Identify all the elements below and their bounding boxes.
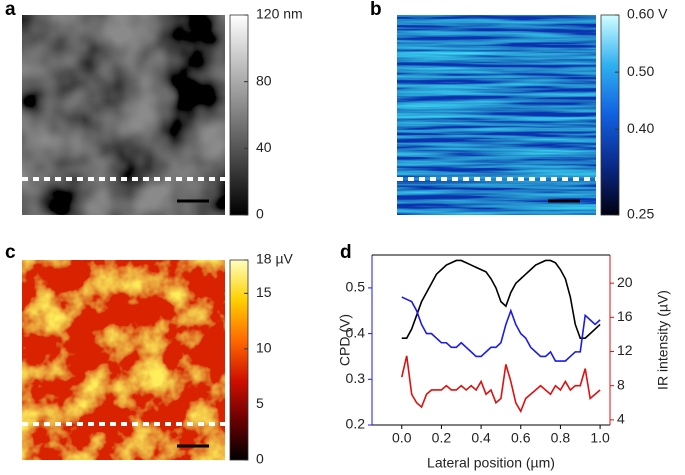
y2-tick-label: 20 (617, 274, 633, 290)
colorbar-tick-label: 120 nm (256, 6, 303, 22)
y2-tick-label: 8 (617, 376, 625, 392)
colorbar-tick-label: 0 (256, 206, 264, 222)
x-tick-label: 0.2 (432, 430, 452, 446)
colorbar-tick-label: 10 (256, 340, 272, 356)
y2-tick-label: 4 (617, 411, 625, 427)
x-tick-label: 0.4 (471, 430, 491, 446)
y2-tick-label: 12 (617, 342, 633, 358)
panel-label: b (370, 0, 382, 20)
x-tick-label: 0.8 (551, 430, 571, 446)
y-tick-label: 0.3 (346, 370, 366, 386)
y2-tick-label: 16 (617, 308, 633, 324)
colorbar-tick-label: 0 (256, 451, 264, 467)
colorbar-tick-label: 5 (256, 395, 264, 411)
x-tick-label: 1.0 (590, 430, 610, 446)
colorbar (229, 14, 249, 216)
colorbar-tick-label: 80 (256, 72, 272, 88)
x-axis-label: Lateral position (µm) (427, 455, 555, 471)
map-image (22, 15, 225, 215)
y-tick-label: 0.2 (346, 416, 366, 432)
data-line (400, 355, 601, 414)
y-tick-label: 0.5 (346, 279, 366, 295)
colorbar-tick-label: 18 µV (256, 251, 294, 267)
y2-axis-label: IR intensity (µV) (655, 290, 671, 390)
colorbar-tick-label: 0.50 (627, 63, 654, 79)
colorbar (600, 14, 620, 216)
colorbar-tick-label: 0.40 (627, 120, 654, 136)
colorbar-tick-label: 0.60 V (627, 6, 668, 22)
panel-label: d (340, 242, 352, 263)
panel-label: c (5, 242, 16, 263)
x-tick-label: 0.0 (392, 430, 412, 446)
map-image (22, 260, 225, 460)
data-line (401, 259, 601, 339)
colorbar-tick-label: 15 (256, 284, 272, 300)
y-tick-label: 0.4 (346, 324, 366, 340)
y-axis-label: CPD (V) (337, 314, 353, 366)
panel-label: a (5, 0, 16, 20)
colorbar-tick-label: 40 (256, 139, 272, 155)
x-tick-label: 0.6 (511, 430, 531, 446)
map-image (397, 15, 596, 215)
colorbar (229, 259, 249, 461)
data-line (401, 296, 601, 362)
colorbar-tick-label: 0.25 (627, 206, 654, 222)
